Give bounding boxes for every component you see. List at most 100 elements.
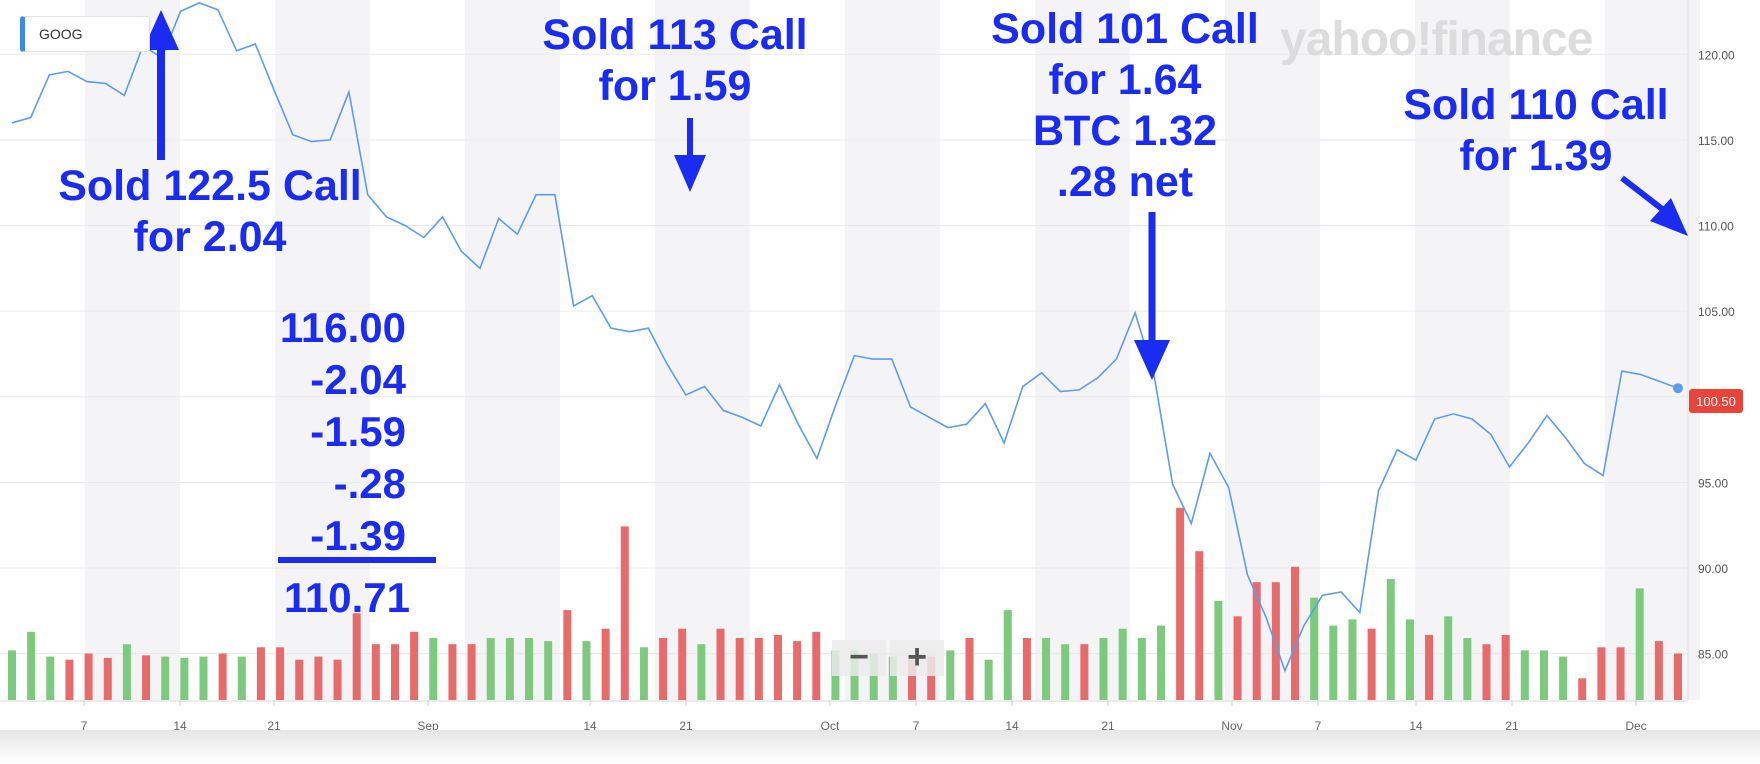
- volume-bar: [1080, 644, 1089, 700]
- ticker-search-box[interactable]: GOOG: [20, 16, 150, 52]
- volume-bar: [199, 656, 208, 700]
- annotation-line: Sold 110 Call: [1403, 81, 1669, 129]
- y-tick-label: 120.00: [1698, 48, 1735, 62]
- volume-bar: [352, 613, 361, 700]
- volume-bar: [142, 655, 151, 700]
- x-tick-label: Oct: [821, 719, 840, 733]
- x-tick-label: Dec: [1625, 719, 1646, 733]
- annotation-line: BTC 1.32: [1032, 107, 1217, 155]
- volume-bar: [793, 641, 802, 700]
- volume-bar: [371, 644, 380, 700]
- volume-bar: [1329, 625, 1338, 700]
- volume-bar: [256, 647, 265, 700]
- volume-bar: [754, 638, 763, 700]
- calc-item: -.28: [333, 460, 406, 507]
- volume-bar: [563, 610, 572, 700]
- volume-bar: [1674, 653, 1682, 700]
- week-band: [465, 0, 560, 700]
- week-band: [1035, 0, 1130, 700]
- volume-bar: [812, 631, 821, 700]
- volume-bar: [525, 638, 534, 700]
- arrow-1-head: [143, 10, 179, 50]
- x-tick-label: 21: [267, 719, 281, 733]
- volume-bar: [467, 644, 476, 700]
- volume-bar: [1061, 644, 1070, 700]
- x-tick-label: 14: [1409, 719, 1423, 733]
- volume-bar: [1252, 582, 1261, 700]
- annotation-sold-122-call: Sold 122.5 Call for 2.04: [40, 161, 380, 263]
- y-tick-label: 95.00: [1698, 476, 1728, 490]
- volume-bar: [1597, 647, 1606, 700]
- x-tick-label: 21: [679, 719, 693, 733]
- volume-bar: [582, 641, 591, 700]
- bottom-shadow: [0, 730, 1760, 764]
- x-tick-label: 14: [173, 719, 187, 733]
- week-band: [655, 0, 750, 700]
- arrow-3-head: [1134, 340, 1170, 380]
- volume-bar: [8, 650, 16, 700]
- price-tag-box: [1689, 389, 1743, 413]
- volume-bar: [1444, 616, 1453, 700]
- volume-bar: [486, 638, 495, 700]
- volume-bar: [1501, 634, 1510, 700]
- volume-bar: [65, 659, 74, 700]
- calc-item: 116.00: [279, 304, 406, 351]
- volume-bar: [1271, 582, 1280, 700]
- volume-bar: [716, 628, 725, 700]
- zoom-out-button[interactable]: −: [832, 640, 886, 676]
- volume-bar: [697, 644, 706, 700]
- volume-bar: [1003, 610, 1012, 700]
- volume-bar: [544, 641, 553, 700]
- y-tick-label: 90.00: [1698, 562, 1728, 576]
- calc-item: -1.59: [310, 408, 406, 455]
- calc-item: -2.04: [310, 356, 406, 403]
- volume-bar: [122, 644, 131, 700]
- volume-bar: [908, 659, 917, 700]
- arrow-4-shaft: [1620, 175, 1668, 215]
- annotation-line: for 1.39: [1459, 132, 1613, 180]
- annotation-arrows: [143, 10, 1688, 380]
- volume-bar: [295, 659, 304, 700]
- x-tick-label: 7: [913, 719, 920, 733]
- volume-bar: [1291, 566, 1300, 700]
- annotation-line: for 2.04: [133, 213, 287, 261]
- volume-bar: [218, 653, 227, 700]
- zoom-in-button[interactable]: +: [890, 640, 944, 676]
- x-tick-label: 14: [1005, 719, 1019, 733]
- volume-bar: [639, 647, 648, 700]
- volume-bar: [946, 650, 955, 700]
- volume-bar: [601, 628, 610, 700]
- x-tick-label: 7: [81, 719, 88, 733]
- y-tick-label: 85.00: [1698, 648, 1728, 662]
- x-tick-label: Nov: [1221, 719, 1242, 733]
- week-band: [1415, 0, 1510, 700]
- volume-bar: [46, 656, 55, 700]
- volume-bar: [333, 659, 342, 700]
- volume-bar: [1635, 588, 1644, 700]
- price-line: [11, 2, 1679, 674]
- x-tick-label: 7: [1315, 719, 1322, 733]
- y-tick-label: 105.00: [1698, 305, 1735, 319]
- yahoo-finance-watermark: yahoo!finance: [1280, 13, 1593, 66]
- annotation-line: Sold 113 Call: [542, 11, 808, 59]
- annotation-line: for 1.64: [1048, 56, 1202, 104]
- volume-bar: [1520, 650, 1529, 700]
- volume-bar: [1022, 638, 1031, 700]
- last-price-dot: [1673, 383, 1683, 394]
- volume-bar: [1425, 634, 1434, 700]
- volume-bar: [276, 647, 285, 700]
- annotation-line: for 1.59: [598, 62, 752, 110]
- annotation-sold-113-call: Sold 113 Call for 1.59: [525, 10, 825, 112]
- y-axis-ticks: 120.00115.00110.00105.00100.0095.0090.00…: [1698, 48, 1735, 661]
- arrow-2-head: [674, 155, 706, 192]
- volume-bar: [659, 638, 668, 700]
- volume-bar: [1616, 647, 1625, 700]
- volume-bar: [1118, 628, 1127, 700]
- volume-bar: [1405, 619, 1414, 700]
- volume-bar: [429, 638, 438, 700]
- volume-bar: [965, 638, 974, 700]
- volume-bar: [180, 657, 189, 700]
- volume-bar: [1176, 507, 1185, 700]
- ticker-label: GOOG: [39, 26, 83, 42]
